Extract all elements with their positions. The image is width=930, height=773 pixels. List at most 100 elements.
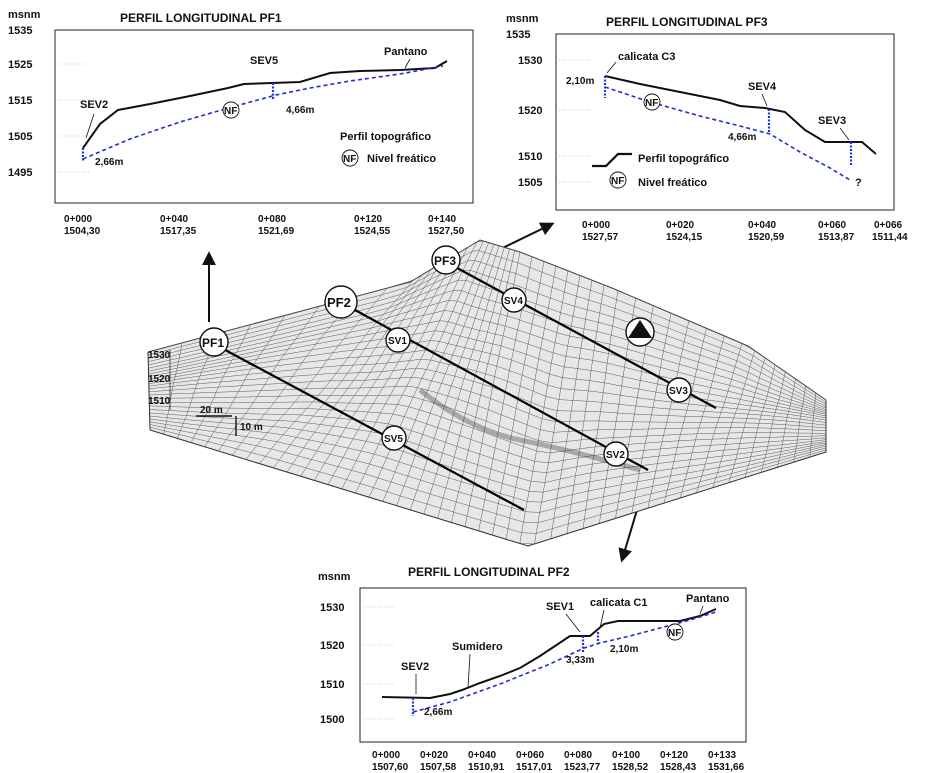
sv3-label: SV3 — [669, 386, 688, 397]
pf1-xtick-dist: 0+040 — [160, 214, 189, 225]
pf2-unit: msnm — [318, 571, 351, 583]
sv5-marker — [381, 425, 407, 451]
pf2-label-sumidero: Sumidero — [452, 641, 503, 653]
pf2-label-sev2: SEV2 — [401, 661, 429, 673]
pf1-depth-sev5: 4,66m — [286, 105, 314, 116]
mesh-line — [492, 261, 545, 536]
pf3-label-sev4: SEV4 — [748, 81, 777, 93]
pf3-question-mark: ? — [855, 177, 862, 189]
pf1-panel: msnm PERFIL LONGITUDINAL PF1 1535 1525 1… — [8, 9, 474, 237]
mesh-line — [728, 357, 766, 483]
pf2-xtick-elev: 1528,52 — [612, 762, 649, 773]
pf3-topographic-profile — [604, 75, 877, 155]
pf2-xtick-elev: 1523,77 — [564, 762, 601, 773]
pf2-ytick: 1500 — [320, 714, 344, 726]
pf1-xtick-elev: 1527,50 — [428, 226, 465, 237]
pf1-sev2-arrow — [85, 113, 95, 139]
mesh-line — [231, 297, 354, 456]
pf2-xtick-elev: 1528,43 — [660, 762, 697, 773]
mesh-line — [631, 313, 672, 514]
pf3-legend-nf-symbol-text: NF — [611, 176, 624, 187]
mesh-line — [550, 280, 593, 539]
mesh-line — [204, 315, 285, 447]
pf2-depth-c1: 2,10m — [610, 644, 638, 655]
pf1-trace — [213, 343, 525, 511]
pf3-unit: msnm — [506, 13, 539, 25]
mesh-line — [696, 343, 743, 493]
z-tick: 1530 — [148, 350, 171, 361]
mesh-line — [437, 248, 510, 519]
mesh-line — [355, 241, 478, 494]
pf2-xtick-dist: 0+133 — [708, 750, 737, 761]
mesh-line — [245, 287, 388, 460]
pf1-unit: msnm — [8, 9, 41, 21]
pf2-xtick-dist: 0+000 — [372, 750, 401, 761]
pf1-legend-topo: Perfil topográfico — [340, 131, 431, 143]
pf3-legend-nf: Nivel freático — [638, 177, 707, 189]
pf3-label-calicata: calicata C3 — [618, 51, 675, 63]
pf2-title: PERFIL LONGITUDINAL PF2 — [408, 565, 570, 579]
mesh-line — [341, 247, 469, 489]
mesh-line — [793, 385, 806, 463]
pf2-xtick-elev: 1510,91 — [468, 762, 505, 773]
pf2-water-table — [412, 611, 717, 713]
pf3-frame — [555, 33, 895, 211]
sv1-label: SV1 — [388, 336, 407, 347]
pf1-xtick-elev: 1504,30 — [64, 226, 101, 237]
pf3-xtick-dist: 0+040 — [748, 220, 777, 231]
pf3-depth-sev4: 4,66m — [728, 132, 756, 143]
pf1-title: PERFIL LONGITUDINAL PF1 — [120, 11, 282, 25]
pf1-label-pantano: Pantano — [384, 46, 428, 58]
mesh-line — [314, 258, 450, 481]
pf2-nf-marker-text: NF — [668, 628, 681, 639]
pf1-xtick-elev: 1517,35 — [160, 226, 197, 237]
pf2-sev1-arrow — [565, 613, 581, 633]
pf3-nf-marker-text: NF — [645, 98, 658, 109]
mesh-line — [382, 242, 489, 502]
mesh-line — [423, 247, 505, 515]
pf2-label-sev1: SEV1 — [546, 601, 574, 613]
pf2-frame — [359, 587, 747, 743]
pf1-legend-nf-symbol-text: NF — [343, 154, 356, 165]
pf2-label-calicata: calicata C1 — [590, 597, 647, 609]
pf2-xtick-dist: 0+100 — [612, 750, 641, 761]
mesh-line — [505, 266, 557, 540]
pf3-xtick-dist: 0+000 — [582, 220, 611, 231]
scale-horizontal-label: 20 m — [200, 405, 223, 416]
pf1-water-table — [82, 65, 444, 160]
pf2-xtick-dist: 0+060 — [516, 750, 545, 761]
pf3-xtick-dist: 0+060 — [818, 220, 847, 231]
pf3-legend-topo-symbol — [592, 152, 632, 168]
mesh-line — [712, 350, 756, 488]
pf3-xtick-elev: 1520,59 — [748, 232, 785, 243]
mesh-line — [368, 240, 484, 498]
pf3-legend-nf-symbol — [609, 171, 627, 189]
pf3-calicata-arrow — [606, 61, 617, 74]
pf2-xtick-elev: 1531,66 — [708, 762, 745, 773]
pf3-ytick: 1535 — [506, 29, 530, 41]
mesh-line — [663, 328, 707, 504]
pf2-label-pantano: Pantano — [686, 593, 730, 605]
pf1-xtick-elev: 1521,69 — [258, 226, 295, 237]
pf3-ytick: 1505 — [518, 177, 542, 189]
scale-vertical-label: 10 m — [240, 422, 263, 433]
pf1-xtick-dist: 0+080 — [258, 214, 287, 225]
terrain-left-edge — [147, 351, 151, 431]
sv4-marker — [501, 287, 527, 313]
pf1-xtick-dist: 0+120 — [354, 214, 383, 225]
mesh-line — [744, 364, 776, 478]
sv2-marker — [603, 441, 629, 467]
pf2-depth-sev1: 3,33m — [566, 655, 594, 666]
pf1-legend-nf-symbol — [341, 149, 359, 167]
terrain-base-edge — [149, 400, 827, 547]
pf3-panel: msnm PERFIL LONGITUDINAL PF3 1535 1530 1… — [506, 13, 908, 243]
pf1-topographic-profile — [82, 60, 448, 149]
pf3-ytick: 1510 — [518, 151, 542, 163]
mesh-line — [566, 284, 605, 534]
pf2-xtick-dist: 0+120 — [660, 750, 689, 761]
north-arrow-icon — [625, 317, 655, 347]
pf1-label-sev5: SEV5 — [250, 55, 278, 67]
pf2-topographic-profile — [381, 608, 717, 700]
pf1-xtick-elev: 1524,55 — [354, 226, 391, 237]
